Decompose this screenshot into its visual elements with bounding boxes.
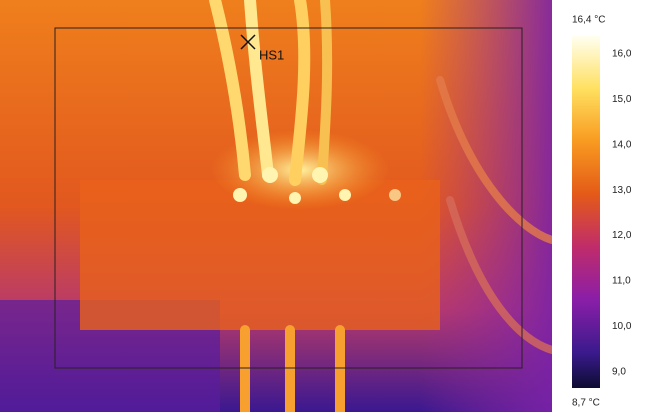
scale-tick-label: 10,0	[612, 321, 632, 332]
scale-tick-label: 11,0	[612, 276, 631, 287]
color-scale	[572, 36, 600, 388]
scale-tick-label: 13,0	[612, 185, 632, 196]
measure-box	[54, 27, 523, 369]
scale-min: 8,7 °C	[572, 398, 600, 409]
scale-tick-label: 16,0	[612, 49, 632, 60]
hotspot-label: HS1	[259, 47, 284, 62]
scale-tick-label: 15,0	[612, 94, 632, 105]
thermal-image	[0, 0, 552, 412]
scale-tick-label: 9,0	[612, 366, 626, 377]
scale-ticks: 16,0 15,0 14,0 13,0 12,0 11,0 10,0 9,0	[612, 49, 632, 378]
hotspot-cross	[240, 34, 256, 50]
scale-max: 16,4 °C	[572, 15, 605, 26]
scale-tick-label: 12,0	[612, 230, 632, 241]
scale-tick-label: 14,0	[612, 139, 632, 150]
